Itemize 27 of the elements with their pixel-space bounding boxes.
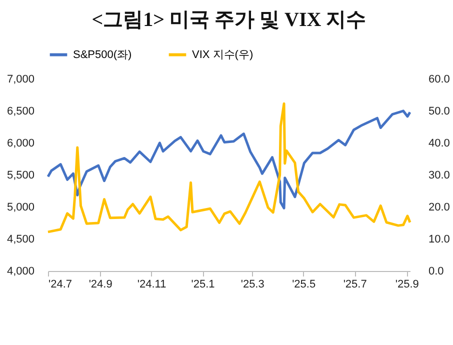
x-tick-label: '24.11 — [137, 278, 166, 290]
y-tick-label: 6,000 — [6, 138, 34, 150]
y2-tick-label: 20.0 — [428, 202, 450, 214]
x-tick-label: '24.9 — [88, 278, 112, 290]
y-tick-label: 5,500 — [6, 170, 34, 182]
y-tick-label: 6,500 — [6, 106, 34, 118]
y-tick-label: 5,000 — [6, 202, 34, 214]
y2-tick-label: 50.0 — [428, 106, 450, 118]
y2-tick-label: 60.0 — [428, 74, 450, 86]
x-tick-label: '24.7 — [48, 278, 72, 290]
x-tick-label: '25.3 — [240, 278, 264, 290]
chart-title: <그림1> 미국 주가 및 VIX 지수 — [92, 9, 366, 31]
y2-tick-label: 0.0 — [428, 266, 444, 278]
x-tick-label: '25.1 — [191, 278, 215, 290]
legend-label: VIX 지수(우) — [192, 48, 254, 61]
line-series — [46, 102, 412, 234]
x-tick-label: '25.5 — [292, 278, 316, 290]
legend-label: S&P500(좌) — [73, 48, 132, 61]
y-tick-label: 7,000 — [6, 74, 34, 86]
y2-tick-label: 30.0 — [428, 170, 450, 182]
x-tick-label: '25.9 — [395, 278, 419, 290]
line-series — [46, 110, 412, 210]
y2-tick-label: 10.0 — [428, 234, 450, 246]
y2-tick-label: 40.0 — [428, 138, 450, 150]
x-tick-label: '25.7 — [343, 278, 367, 290]
y-tick-label: 4,500 — [6, 234, 34, 246]
y-tick-label: 4,000 — [6, 266, 34, 278]
